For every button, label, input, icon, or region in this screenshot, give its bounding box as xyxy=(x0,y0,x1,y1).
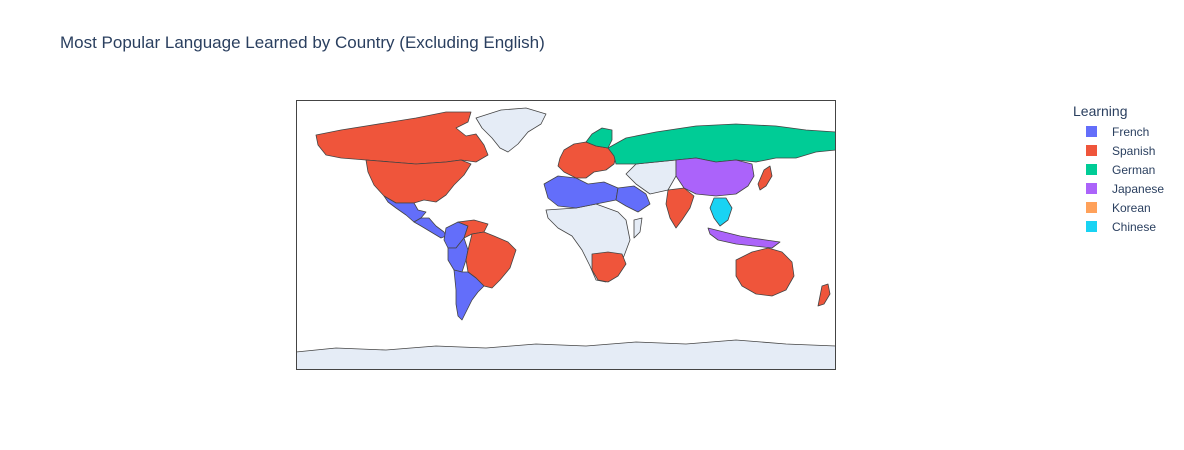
region-argentina[interactable] xyxy=(453,269,485,321)
map-canvas[interactable] xyxy=(296,100,836,370)
legend-swatch xyxy=(1086,164,1097,175)
legend-swatch xyxy=(1086,126,1097,137)
legend-swatch xyxy=(1086,145,1097,156)
legend-label: Japanese xyxy=(1112,181,1165,196)
legend-label: Chinese xyxy=(1112,219,1157,234)
legend-item-korean[interactable]: Korean xyxy=(1073,198,1164,217)
legend-title: Learning xyxy=(1073,103,1128,119)
chart-title: Most Popular Language Learned by Country… xyxy=(60,33,545,52)
region-antarctica[interactable] xyxy=(296,339,836,370)
legend-label: Spanish xyxy=(1112,143,1156,158)
region-arabia[interactable] xyxy=(615,185,651,213)
region-australia[interactable] xyxy=(735,247,795,297)
region-brazil[interactable] xyxy=(465,231,517,289)
legend-item-spanish[interactable]: Spanish xyxy=(1073,141,1164,160)
region-united-states[interactable] xyxy=(365,159,472,204)
map-frame xyxy=(296,100,836,370)
legend-item-german[interactable]: German xyxy=(1073,160,1164,179)
region-greenland[interactable] xyxy=(475,107,547,153)
region-indonesia[interactable] xyxy=(707,227,781,249)
legend-label: German xyxy=(1112,162,1156,177)
world-map[interactable] xyxy=(296,100,836,370)
region-no-data xyxy=(633,217,643,239)
legend-swatch xyxy=(1086,202,1097,213)
region-china[interactable] xyxy=(675,157,755,197)
region-south-africa[interactable] xyxy=(591,251,627,283)
region-new-zealand[interactable] xyxy=(817,283,831,307)
legend-label: Korean xyxy=(1112,200,1151,215)
region-canada[interactable] xyxy=(315,111,489,165)
legend: Learning French Spanish German Japanese Kore… xyxy=(1073,103,1164,236)
region-southeast-asia[interactable] xyxy=(709,197,733,227)
region-india[interactable] xyxy=(665,187,695,229)
legend-swatch xyxy=(1086,183,1097,194)
legend-swatch xyxy=(1086,221,1097,232)
legend-label: French xyxy=(1112,124,1150,139)
legend-item-french[interactable]: French xyxy=(1073,122,1164,141)
legend-item-chinese[interactable]: Chinese xyxy=(1073,217,1164,236)
region-scandinavia[interactable] xyxy=(585,127,613,149)
region-japan[interactable] xyxy=(757,165,773,191)
region-russia[interactable] xyxy=(607,123,836,165)
legend-item-japanese[interactable]: Japanese xyxy=(1073,179,1164,198)
